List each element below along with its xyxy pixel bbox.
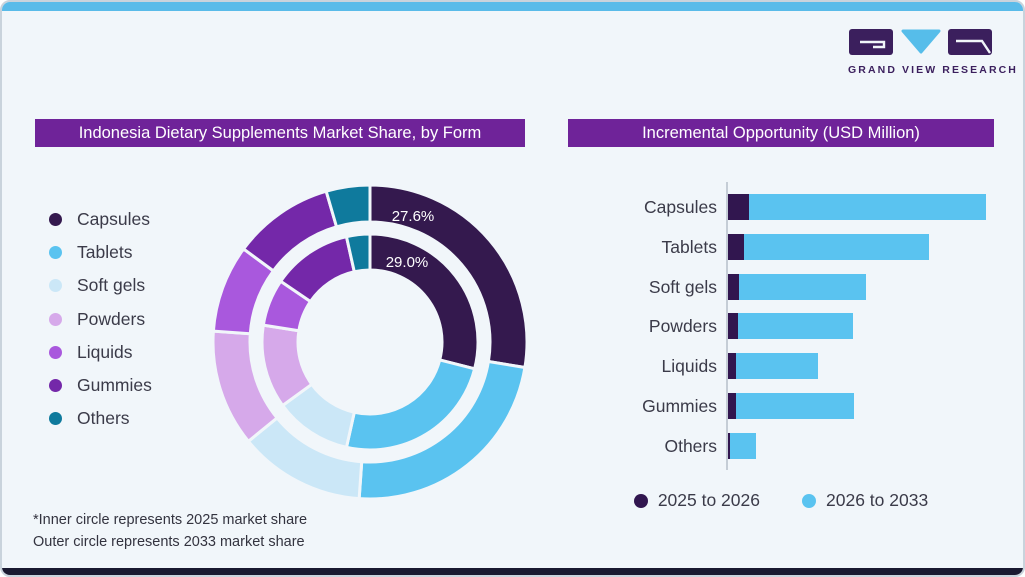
donut-chart: 27.6% 29.0% [211, 183, 529, 501]
legend-label: Capsules [77, 209, 150, 230]
donut-label-inner-capsules: 29.0% [386, 254, 429, 271]
donut-slice-outer-others [324, 183, 372, 229]
legend-item-powders: Powders [49, 303, 152, 336]
legend-label: Powders [77, 308, 146, 329]
bar-segment-2025-to-2026 [728, 393, 736, 419]
bar-segment-2025-to-2026 [728, 273, 740, 300]
legend-label: Gummies [77, 375, 152, 396]
bar-category-label-powders: Powders [648, 316, 717, 337]
bar-segment-2026-to-2033 [749, 194, 986, 220]
footnote-line-1: *Inner circle represents 2025 market sha… [33, 512, 308, 528]
legend-dot-icon [49, 246, 62, 260]
legend-label: Liquids [77, 341, 133, 362]
bar-segment-2026-to-2033 [735, 393, 854, 419]
legend-dot-icon [49, 412, 62, 426]
legend-label: Soft gels [77, 275, 146, 296]
bar-segment-2025-to-2026 [728, 432, 731, 459]
legend-dot-icon [49, 312, 62, 326]
legend-dot-icon [633, 493, 648, 508]
bar-segment-2026-to-2033 [735, 353, 818, 380]
bar-segment-2026-to-2033 [738, 313, 854, 340]
legend-label: Tablets [77, 242, 133, 263]
legend-item-others: Others [49, 402, 152, 435]
bar-legend-label: 2026 to 2033 [826, 490, 929, 510]
bottom-accent-strip [2, 568, 1023, 575]
bar-segment-2026-to-2033 [739, 273, 867, 300]
bar-category-label-capsules: Capsules [644, 197, 717, 217]
legend-item-tablets: Tablets [49, 236, 152, 269]
bar-category-label-others: Others [664, 435, 717, 456]
bar-category-label-soft-gels: Soft gels [648, 276, 717, 297]
legend-item-liquids: Liquids [49, 336, 152, 369]
legend-item-gummies: Gummies [49, 369, 152, 402]
bar-segment-2025-to-2026 [728, 313, 739, 340]
gvr-logo-text: GRAND VIEW RESEARCH [848, 64, 1018, 76]
donut-panel-title: Indonesia Dietary Supplements Market Sha… [35, 119, 525, 147]
legend-dot-icon [49, 379, 62, 393]
bar-chart: Capsules Tablets Soft gels Powders Liquids Gu… [572, 180, 1017, 472]
donut-legend: Capsules Tablets Soft gels Powders Liquids Gu… [49, 203, 152, 435]
bar-chart-axis-line [726, 182, 728, 470]
bar-segment-2025-to-2026 [728, 194, 750, 220]
bar-segment-2025-to-2026 [728, 353, 736, 380]
bar-legend-item-2025-to-2026: 2025 to 2026 [633, 490, 760, 511]
gvr-logo: GRAND VIEW RESEARCH [848, 29, 1018, 76]
footnote-line-2: Outer circle represents 2033 market shar… [33, 534, 305, 550]
bar-segment-2026-to-2033 [730, 432, 757, 459]
bar-category-label-tablets: Tablets [661, 236, 717, 257]
donut-slice-inner-others [344, 232, 372, 274]
legend-item-capsules: Capsules [49, 203, 152, 236]
bar-segment-2025-to-2026 [728, 233, 744, 260]
legend-label: Others [77, 408, 130, 429]
gvr-logo-icon [849, 29, 992, 55]
bar-chart-legend: 2025 to 2026 2026 to 2033 [568, 490, 994, 511]
donut-footnote: *Inner circle represents 2025 market sha… [33, 509, 307, 553]
bar-category-label-gummies: Gummies [642, 396, 717, 416]
legend-dot-icon [49, 345, 62, 359]
donut-label-outer-capsules: 27.6% [392, 208, 435, 225]
legend-dot-icon [802, 493, 816, 508]
legend-dot-icon [49, 213, 62, 227]
bar-legend-item-2026-to-2033: 2026 to 2033 [802, 490, 928, 511]
bar-category-label-liquids: Liquids [661, 356, 717, 377]
legend-item-soft-gels: Soft gels [49, 269, 152, 302]
bar-legend-label: 2025 to 2026 [657, 490, 760, 510]
legend-dot-icon [49, 279, 62, 293]
bar-segment-2026-to-2033 [743, 233, 930, 260]
bar-panel-title: Incremental Opportunity (USD Million) [568, 119, 994, 147]
top-accent-strip [2, 2, 1023, 11]
